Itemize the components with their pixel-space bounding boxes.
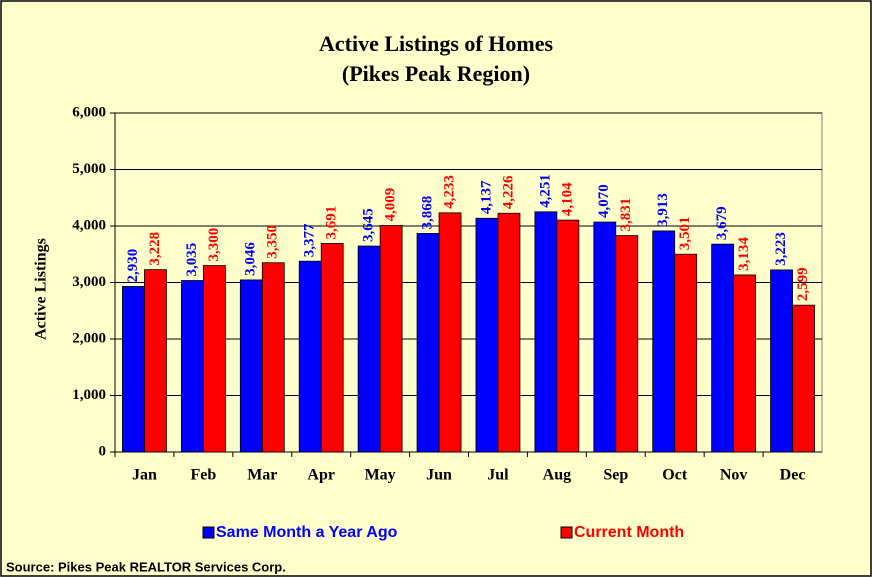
data-label: 2,930	[125, 249, 141, 283]
x-tick-label: Mar	[247, 467, 277, 484]
bar	[733, 274, 757, 453]
x-tick-label: Feb	[190, 467, 216, 484]
bar	[320, 243, 344, 453]
bar	[416, 233, 440, 453]
data-label: 3,046	[243, 242, 259, 276]
data-label: 2,599	[795, 267, 811, 301]
data-label: 3,035	[184, 243, 200, 277]
data-label: 3,868	[419, 196, 435, 230]
bar	[770, 269, 793, 453]
legend-swatch	[560, 526, 573, 539]
data-label: 4,226	[500, 175, 516, 209]
x-tick-label: Dec	[780, 467, 806, 484]
bar	[556, 219, 580, 453]
y-tick-label: 6,000	[72, 104, 106, 120]
bar	[534, 211, 558, 453]
x-tick-label: Apr	[307, 467, 335, 484]
bar	[298, 260, 322, 453]
legend-swatch	[202, 526, 215, 539]
legend-label: Current Month	[574, 524, 684, 541]
bar	[475, 217, 499, 453]
bar	[652, 230, 676, 453]
data-label: 3,228	[147, 232, 163, 266]
bar	[122, 286, 145, 453]
y-tick-label: 3,000	[72, 274, 106, 290]
data-label: 3,223	[773, 232, 789, 266]
data-label: 4,009	[383, 188, 399, 222]
y-tick-label: 2,000	[72, 330, 106, 346]
x-tick-label: Sep	[603, 467, 628, 484]
x-tick-label: Jun	[426, 467, 452, 484]
bar	[379, 225, 403, 453]
data-label: 3,350	[265, 225, 281, 259]
source-note: Source: Pikes Peak REALTOR Services Corp…	[6, 559, 286, 574]
x-tick-label: Oct	[662, 467, 688, 484]
bar	[202, 265, 226, 453]
data-label: 3,691	[324, 206, 340, 240]
data-label: 4,251	[537, 174, 553, 208]
bar	[180, 280, 204, 453]
bar	[144, 269, 167, 453]
data-label: 3,501	[677, 216, 693, 250]
x-tick-label: May	[365, 467, 396, 484]
bar	[615, 235, 639, 453]
x-tick-label: Nov	[720, 467, 748, 484]
chart-title: Active Listings of Homes	[319, 31, 553, 56]
y-tick-label: 4,000	[72, 217, 106, 233]
data-label: 4,233	[441, 175, 457, 209]
chart-subtitle: (Pikes Peak Region)	[342, 61, 530, 86]
data-label: 3,831	[618, 198, 634, 232]
bar	[438, 212, 462, 453]
y-tick-label: 1,000	[72, 387, 106, 403]
data-label: 3,913	[655, 193, 671, 227]
bar	[261, 262, 285, 453]
bar	[674, 253, 698, 453]
data-label: 4,070	[596, 184, 612, 218]
bar	[792, 304, 815, 453]
y-axis-label: Active Listings	[33, 238, 50, 340]
bar	[593, 221, 617, 453]
legend-label: Same Month a Year Ago	[216, 524, 398, 541]
y-tick-label: 5,000	[72, 161, 106, 177]
data-label: 3,645	[361, 208, 377, 242]
x-tick-label: Jul	[487, 467, 509, 484]
data-label: 3,134	[736, 237, 752, 271]
data-label: 4,104	[559, 182, 575, 216]
x-tick-label: Aug	[543, 467, 571, 484]
bar	[357, 245, 381, 453]
bar	[711, 243, 735, 453]
data-label: 3,679	[714, 206, 730, 240]
bar	[497, 212, 521, 453]
data-label: 3,377	[302, 223, 318, 257]
x-tick-label: Jan	[132, 467, 157, 484]
data-label: 4,137	[478, 180, 494, 214]
data-label: 3,300	[206, 228, 222, 262]
bar	[239, 279, 263, 453]
y-tick-label: 0	[99, 443, 107, 459]
